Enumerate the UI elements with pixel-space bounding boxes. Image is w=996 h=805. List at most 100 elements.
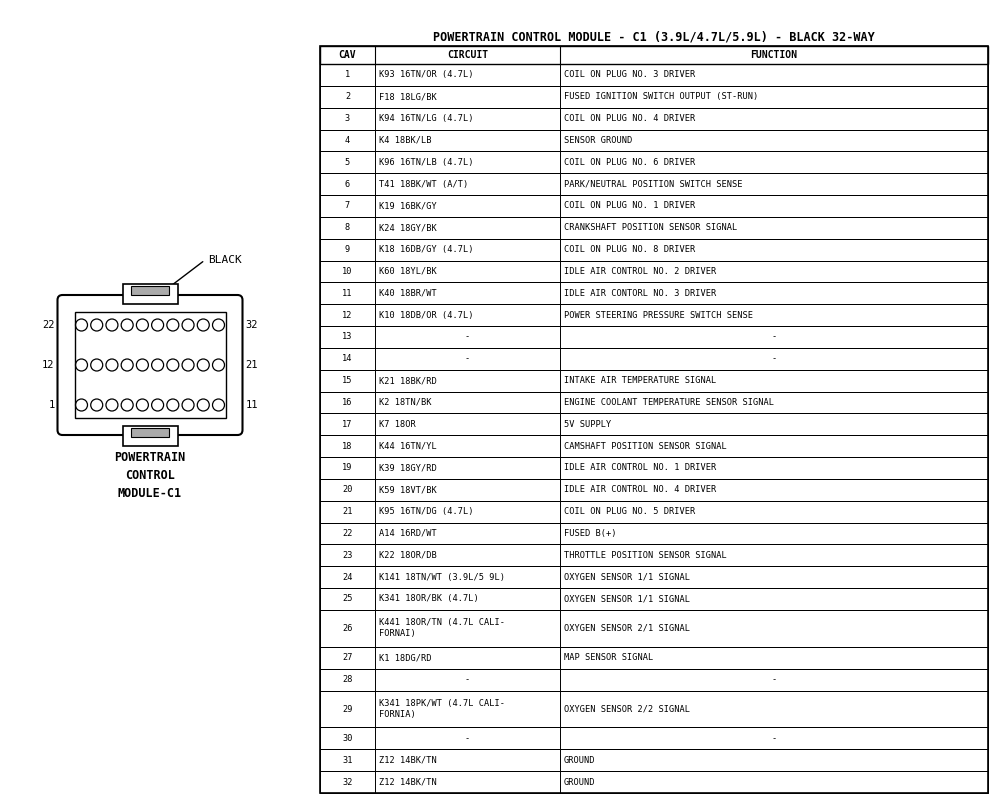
Text: 22: 22 xyxy=(343,529,353,538)
Text: -: - xyxy=(465,332,470,341)
Text: BLACK: BLACK xyxy=(208,255,242,265)
Text: THROTTLE POSITION SENSOR SIGNAL: THROTTLE POSITION SENSOR SIGNAL xyxy=(564,551,727,559)
Text: OXYGEN SENSOR 1/1 SIGNAL: OXYGEN SENSOR 1/1 SIGNAL xyxy=(564,572,690,582)
Bar xyxy=(320,566,988,588)
Text: Z12 14BK/TN: Z12 14BK/TN xyxy=(379,756,437,765)
Text: 23: 23 xyxy=(343,551,353,559)
FancyBboxPatch shape xyxy=(58,295,242,435)
Text: 3: 3 xyxy=(345,114,351,123)
Text: K141 18TN/WT (3.9L/5 9L): K141 18TN/WT (3.9L/5 9L) xyxy=(379,572,505,582)
Text: K2 18TN/BK: K2 18TN/BK xyxy=(379,398,431,407)
Text: -: - xyxy=(771,354,777,363)
Bar xyxy=(123,426,177,446)
Bar xyxy=(320,647,988,669)
Text: K22 18OR/DB: K22 18OR/DB xyxy=(379,551,437,559)
Text: 4: 4 xyxy=(345,136,351,145)
Bar xyxy=(320,771,988,793)
Bar xyxy=(320,749,988,771)
Text: K4 18BK/LB: K4 18BK/LB xyxy=(379,136,431,145)
Text: 15: 15 xyxy=(343,376,353,385)
Text: 28: 28 xyxy=(343,675,353,684)
Text: 5: 5 xyxy=(345,158,351,167)
Text: PARK/NEUTRAL POSITION SWITCH SENSE: PARK/NEUTRAL POSITION SWITCH SENSE xyxy=(564,180,742,188)
Bar xyxy=(320,414,988,436)
Text: K39 18GY/RD: K39 18GY/RD xyxy=(379,464,437,473)
Text: 7: 7 xyxy=(345,201,351,210)
Text: INTAKE AIR TEMPERATURE SIGNAL: INTAKE AIR TEMPERATURE SIGNAL xyxy=(564,376,716,385)
Text: 26: 26 xyxy=(343,624,353,633)
Text: K96 16TN/LB (4.7L): K96 16TN/LB (4.7L) xyxy=(379,158,473,167)
Text: F18 18LG/BK: F18 18LG/BK xyxy=(379,93,437,101)
Bar xyxy=(320,108,988,130)
Text: FUSED IGNITION SWITCH OUTPUT (ST-RUN): FUSED IGNITION SWITCH OUTPUT (ST-RUN) xyxy=(564,93,758,101)
Text: 1: 1 xyxy=(345,70,351,80)
Text: K94 16TN/LG (4.7L): K94 16TN/LG (4.7L) xyxy=(379,114,473,123)
Text: 25: 25 xyxy=(343,594,353,604)
Text: K18 16DB/GY (4.7L): K18 16DB/GY (4.7L) xyxy=(379,245,473,254)
Bar xyxy=(320,610,988,647)
Text: IDLE AIR CONTORL NO. 3 DRIVER: IDLE AIR CONTORL NO. 3 DRIVER xyxy=(564,289,716,298)
Text: K341 18PK/WT (4.7L CALI-
FORNIA): K341 18PK/WT (4.7L CALI- FORNIA) xyxy=(379,699,505,719)
Text: COIL ON PLUG NO. 1 DRIVER: COIL ON PLUG NO. 1 DRIVER xyxy=(564,201,695,210)
Bar xyxy=(320,544,988,566)
Bar xyxy=(75,312,225,418)
Bar xyxy=(320,457,988,479)
Text: -: - xyxy=(771,734,777,743)
Bar xyxy=(320,436,988,457)
Bar xyxy=(320,348,988,369)
Text: A14 16RD/WT: A14 16RD/WT xyxy=(379,529,437,538)
Text: ENGINE COOLANT TEMPERATURE SENSOR SIGNAL: ENGINE COOLANT TEMPERATURE SENSOR SIGNAL xyxy=(564,398,774,407)
Text: K441 18OR/TN (4.7L CALI-
FORNAI): K441 18OR/TN (4.7L CALI- FORNAI) xyxy=(379,618,505,638)
Text: 5V SUPPLY: 5V SUPPLY xyxy=(564,419,612,429)
Bar xyxy=(123,284,177,304)
Text: COIL ON PLUG NO. 3 DRIVER: COIL ON PLUG NO. 3 DRIVER xyxy=(564,70,695,80)
Text: 21: 21 xyxy=(343,507,353,516)
Text: CIRCUIT: CIRCUIT xyxy=(447,50,488,60)
Text: K19 16BK/GY: K19 16BK/GY xyxy=(379,201,437,210)
Text: K93 16TN/OR (4.7L): K93 16TN/OR (4.7L) xyxy=(379,70,473,80)
Text: -: - xyxy=(771,675,777,684)
Bar xyxy=(131,286,169,295)
Text: 12: 12 xyxy=(42,360,55,370)
Text: 22: 22 xyxy=(42,320,55,330)
Bar xyxy=(320,283,988,304)
Text: K40 18BR/WT: K40 18BR/WT xyxy=(379,289,437,298)
Text: 11: 11 xyxy=(343,289,353,298)
Text: POWERTRAIN
CONTROL
MODULE-C1: POWERTRAIN CONTROL MODULE-C1 xyxy=(115,451,185,499)
Text: 14: 14 xyxy=(343,354,353,363)
Text: 10: 10 xyxy=(343,267,353,276)
Text: GROUND: GROUND xyxy=(564,756,596,765)
Text: FUNCTION: FUNCTION xyxy=(751,50,798,60)
Bar xyxy=(320,195,988,217)
Text: POWERTRAIN CONTROL MODULE - C1 (3.9L/4.7L/5.9L) - BLACK 32-WAY: POWERTRAIN CONTROL MODULE - C1 (3.9L/4.7… xyxy=(433,31,874,43)
Text: K341 18OR/BK (4.7L): K341 18OR/BK (4.7L) xyxy=(379,594,479,604)
Bar xyxy=(320,304,988,326)
Text: CAV: CAV xyxy=(339,50,357,60)
Text: 6: 6 xyxy=(345,180,351,188)
Bar xyxy=(320,501,988,522)
Bar xyxy=(131,428,169,437)
Text: IDLE AIR CONTROL NO. 4 DRIVER: IDLE AIR CONTROL NO. 4 DRIVER xyxy=(564,485,716,494)
Text: 30: 30 xyxy=(343,734,353,743)
Text: K21 18BK/RD: K21 18BK/RD xyxy=(379,376,437,385)
Bar xyxy=(320,64,988,86)
Text: MAP SENSOR SIGNAL: MAP SENSOR SIGNAL xyxy=(564,654,653,663)
Text: 9: 9 xyxy=(345,245,351,254)
Bar xyxy=(320,217,988,239)
Bar xyxy=(320,46,988,793)
Text: COIL ON PLUG NO. 8 DRIVER: COIL ON PLUG NO. 8 DRIVER xyxy=(564,245,695,254)
Bar xyxy=(320,46,988,64)
Bar xyxy=(320,326,988,348)
Text: -: - xyxy=(465,734,470,743)
Text: 24: 24 xyxy=(343,572,353,582)
Text: 12: 12 xyxy=(343,311,353,320)
Text: SENSOR GROUND: SENSOR GROUND xyxy=(564,136,632,145)
Bar xyxy=(320,728,988,749)
Bar xyxy=(320,151,988,173)
Bar xyxy=(320,691,988,728)
Text: 21: 21 xyxy=(245,360,258,370)
Text: -: - xyxy=(771,332,777,341)
Bar xyxy=(320,479,988,501)
Text: 1: 1 xyxy=(48,400,55,410)
Text: 13: 13 xyxy=(343,332,353,341)
